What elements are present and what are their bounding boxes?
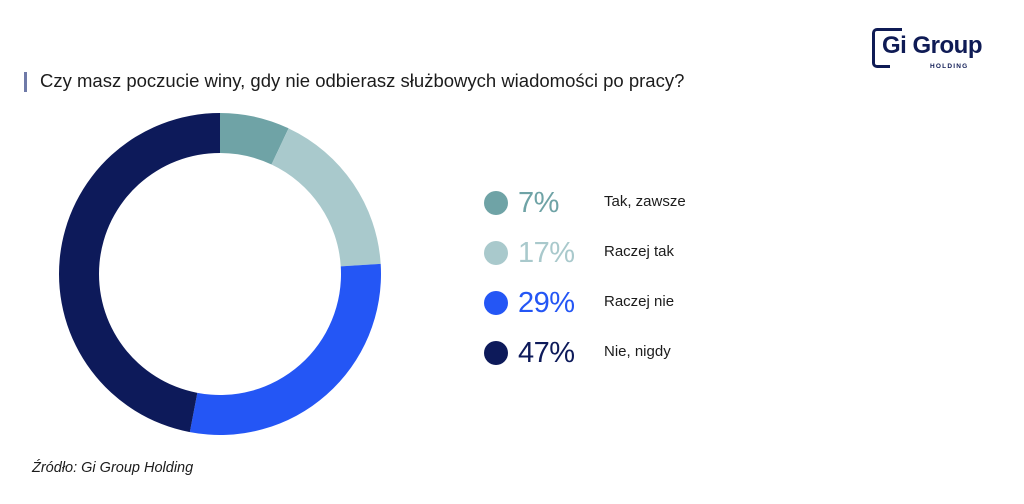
chart-legend: 7% Tak, zawsze 17% Raczej tak 29% Raczej nie 4… — [484, 183, 744, 383]
legend-item: 29% Raczej nie — [484, 283, 744, 333]
source-note: Źródło: Gi Group Holding — [32, 460, 194, 476]
legend-item: 17% Raczej tak — [484, 233, 744, 283]
donut-chart — [58, 113, 382, 435]
legend-item: 7% Tak, zawsze — [484, 183, 744, 233]
legend-percent: 29% — [518, 287, 575, 319]
donut-slice-1 — [271, 128, 381, 267]
legend-percent: 17% — [518, 237, 575, 269]
legend-label: Raczej nie — [604, 293, 675, 310]
legend-item: 47% Nie, nigdy — [484, 333, 744, 383]
gi-group-logo: Gi Group HOLDING — [872, 24, 1002, 74]
legend-label: Nie, nigdy — [604, 343, 671, 360]
title-accent-bar — [24, 72, 27, 92]
legend-percent: 7% — [518, 187, 559, 219]
legend-dot — [484, 191, 508, 215]
legend-dot — [484, 291, 508, 315]
legend-label: Raczej tak — [604, 243, 675, 260]
logo-bracket-icon — [872, 28, 902, 68]
donut-slice-2 — [189, 263, 382, 435]
logo-subtext: HOLDING — [930, 63, 969, 70]
donut-slice-3 — [58, 113, 220, 433]
legend-dot — [484, 341, 508, 365]
chart-title: Czy masz poczucie winy, gdy nie odbieras… — [40, 70, 685, 91]
logo-text: Gi Group — [882, 32, 983, 59]
legend-label: Tak, zawsze — [604, 193, 686, 210]
legend-percent: 47% — [518, 337, 575, 369]
donut-slice-0 — [220, 113, 289, 165]
legend-dot — [484, 241, 508, 265]
